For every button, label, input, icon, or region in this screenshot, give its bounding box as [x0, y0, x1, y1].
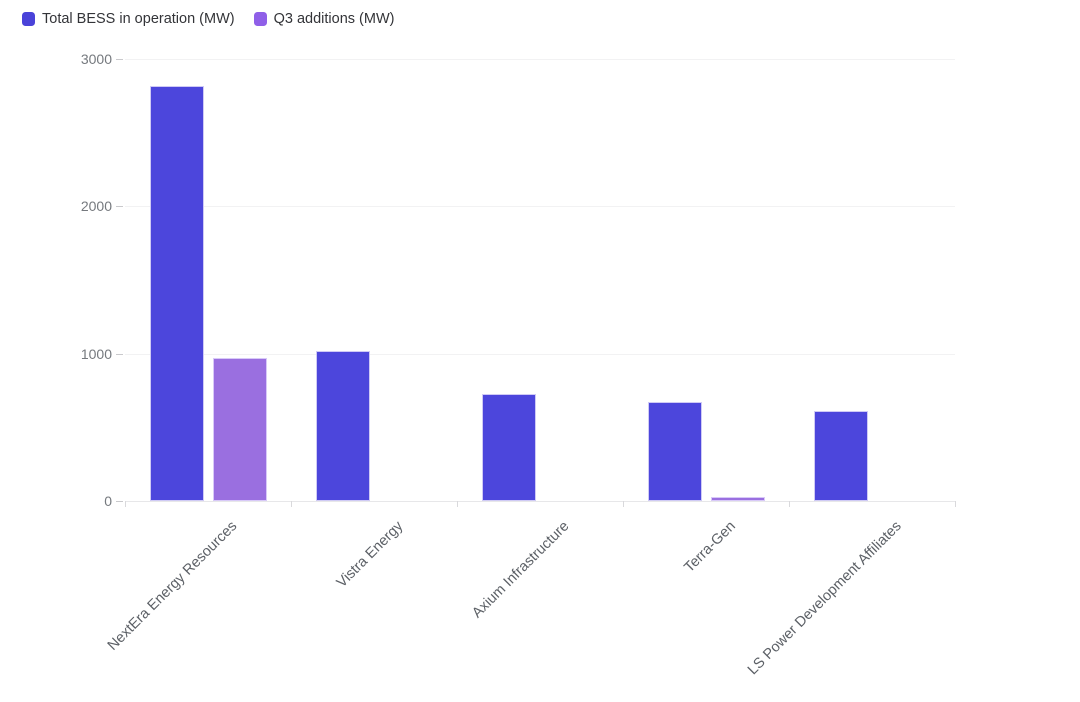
legend-item-total-bess[interactable]: Total BESS in operation (MW) [22, 11, 235, 27]
plot-area [125, 59, 955, 502]
y-tick-label-3000: 3000 [80, 51, 112, 67]
bar-groups [125, 59, 955, 501]
bar-group-0 [125, 59, 291, 501]
bar-group-1 [291, 59, 457, 501]
x-axis-ticks [125, 501, 956, 507]
x-category-label-0: NextEra Energy Resources [105, 518, 241, 654]
bar-series1-3[interactable] [710, 497, 765, 501]
y-tick-mark-3000 [116, 59, 123, 60]
x-category-label-2: Axium Infrastructure [469, 518, 573, 622]
legend: Total BESS in operation (MW) Q3 addition… [22, 11, 394, 27]
x-tick-mark-4 [789, 501, 790, 507]
x-tick-mark-3 [623, 501, 624, 507]
bar-series0-2[interactable] [481, 394, 536, 501]
gridline-3000 [125, 59, 955, 60]
legend-item-q3-additions[interactable]: Q3 additions (MW) [253, 11, 395, 27]
y-tick-mark-2000 [116, 206, 123, 208]
bar-group-4 [789, 59, 955, 501]
bar-series0-1[interactable] [315, 350, 370, 501]
legend-swatch-q3-additions-icon [253, 11, 267, 26]
x-category-label-1: Vistra Energy [333, 518, 407, 591]
bar-series0-0[interactable] [149, 86, 204, 501]
y-tick-label-2000: 2000 [80, 198, 112, 215]
y-tick-mark-0 [116, 501, 123, 502]
gridline-1000 [125, 353, 955, 355]
x-tick-mark-0 [125, 501, 126, 507]
x-category-label-4: LS Power Development Affiliates [744, 518, 905, 679]
x-tick-mark-1 [291, 501, 292, 507]
bar-group-2 [457, 59, 623, 501]
bar-series0-3[interactable] [647, 402, 702, 501]
x-category-label-3: Terra-Gen [681, 518, 739, 576]
bar-group-3 [623, 59, 789, 501]
bar-series1-0[interactable] [212, 358, 267, 501]
y-tick-label-0: 0 [104, 493, 112, 509]
gridline-2000 [125, 206, 955, 208]
bar-series0-4[interactable] [813, 411, 868, 501]
y-tick-mark-1000 [116, 353, 123, 355]
legend-label-q3-additions: Q3 additions (MW) [273, 11, 395, 27]
y-tick-label-1000: 1000 [80, 345, 112, 362]
x-tick-mark-2 [457, 501, 458, 507]
x-tick-mark-5 [955, 501, 956, 507]
legend-label-total-bess: Total BESS in operation (MW) [42, 11, 235, 27]
y-axis: 0 1000 2000 3000 [0, 52, 123, 508]
legend-swatch-total-bess-icon [22, 11, 35, 26]
